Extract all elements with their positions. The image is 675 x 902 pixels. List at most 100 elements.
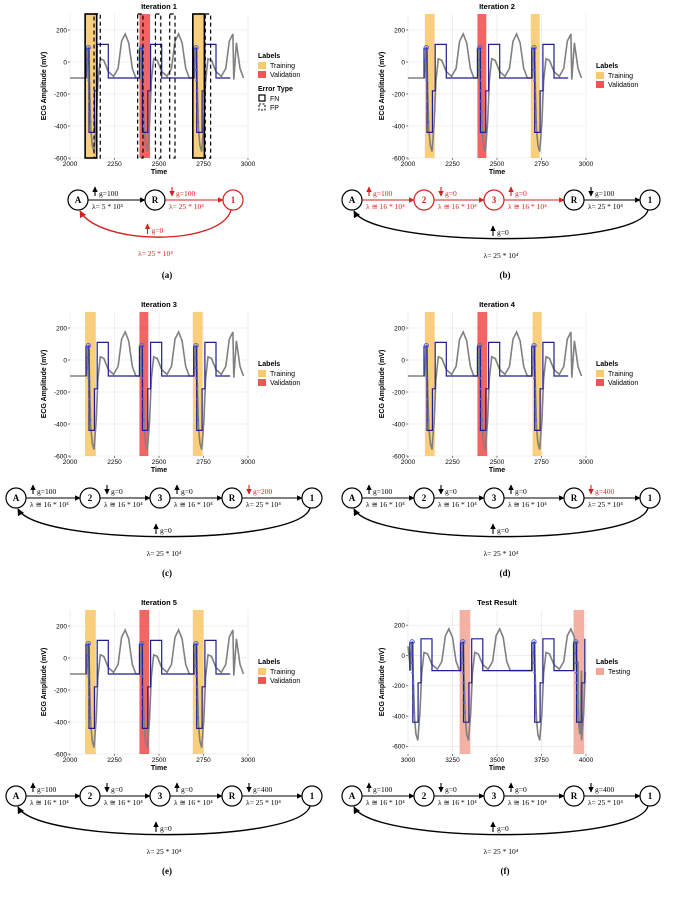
- panel-f: Test Result -600 -400 -200 0 200 3000 3250 3500 3…: [341, 598, 661, 876]
- y-tick-label: -600: [392, 155, 405, 162]
- edge-lambda-label: λ ≅ 16 * 10⁴: [104, 500, 143, 509]
- band-training: [192, 610, 204, 754]
- y-tick-label: 0: [63, 357, 67, 364]
- state-node-label: R: [571, 195, 578, 205]
- y-tick-label: -400: [392, 123, 405, 130]
- legend-item: Validation: [270, 380, 300, 387]
- data-point: [88, 398, 91, 401]
- band-training: [85, 610, 96, 754]
- legend-item: Training: [270, 371, 295, 378]
- data-point: [462, 691, 465, 694]
- data-point: [142, 716, 145, 720]
- x-tick-label: 2500: [152, 757, 167, 764]
- edge-g-label: g=200: [253, 487, 272, 496]
- band-training: [192, 14, 205, 158]
- y-tick-label: 200: [394, 622, 405, 629]
- predicted-labels: [423, 43, 569, 133]
- y-tick-label: -400: [392, 421, 405, 428]
- data-point: [88, 408, 91, 411]
- data-point: [140, 654, 143, 657]
- panel-title: Iteration 5: [141, 598, 177, 607]
- data-point: [411, 671, 414, 675]
- data-point: [195, 79, 198, 82]
- x-axis-label: Time: [151, 169, 167, 176]
- data-point: [194, 366, 198, 370]
- data-point: [479, 89, 482, 92]
- data-point: [461, 652, 464, 655]
- x-axis-label: Time: [489, 765, 505, 772]
- data-point: [87, 675, 90, 678]
- data-point: [575, 671, 578, 675]
- edge-g-label: g=400: [595, 785, 614, 794]
- fn-box: [192, 13, 206, 159]
- data-point: [463, 711, 466, 714]
- data-point: [196, 716, 199, 720]
- panel-title: Test Result: [477, 598, 517, 607]
- state-node: [341, 487, 363, 509]
- data-point: [140, 68, 143, 72]
- y-tick-label: -600: [54, 453, 67, 460]
- edge-g-label: g=100: [176, 189, 195, 198]
- x-tick-label: 2750: [196, 459, 211, 466]
- state-node: [639, 487, 661, 509]
- data-point: [141, 696, 144, 699]
- edge-lambda-label: λ ≅ 16 * 10⁴: [366, 202, 405, 211]
- y-tick-label: -200: [392, 91, 405, 98]
- data-point: [532, 366, 536, 370]
- data-point: [427, 120, 430, 124]
- data-point: [534, 408, 537, 411]
- data-point: [425, 89, 429, 92]
- data-point: [424, 356, 427, 359]
- peak-marker: [477, 342, 483, 349]
- data-point: [86, 58, 89, 61]
- panel-caption: (a): [162, 270, 173, 280]
- state-node: [222, 189, 244, 211]
- state-node-label: A: [349, 493, 356, 503]
- y-tick-label: 0: [63, 655, 67, 662]
- edge-g-label: g=0: [515, 487, 527, 496]
- data-point: [88, 706, 91, 709]
- state-node: [301, 487, 323, 509]
- data-point: [87, 89, 91, 92]
- edge-g-label: g=0: [111, 487, 123, 496]
- state-node-label: 3: [492, 195, 497, 205]
- data-point: [532, 58, 535, 61]
- data-point: [574, 661, 577, 665]
- state-node: [301, 785, 323, 807]
- data-point: [194, 58, 197, 61]
- data-point: [480, 120, 483, 124]
- data-point: [478, 356, 481, 359]
- edge-lambda-label: λ= 25 * 10⁴: [246, 798, 281, 807]
- legend-item: Training: [270, 63, 295, 70]
- edge-lambda-label: λ ≅ 16 * 10⁴: [438, 202, 477, 211]
- state-node: [5, 487, 27, 509]
- x-tick-label: 2250: [107, 757, 122, 764]
- data-point: [141, 685, 144, 688]
- peak-marker: [409, 639, 415, 645]
- legend-swatch-validation: [596, 379, 604, 386]
- data-point: [532, 68, 536, 72]
- data-point: [575, 691, 579, 694]
- legend-title: Labels: [258, 659, 280, 666]
- y-tick-label: 200: [394, 27, 405, 34]
- band-training: [85, 14, 97, 158]
- data-point: [140, 58, 143, 61]
- x-tick-label: 2500: [152, 161, 167, 168]
- edge-lambda-label: λ ≅ 16 * 10⁴: [366, 500, 405, 509]
- y-axis-label: ECG Amplitude (mV): [41, 350, 48, 419]
- data-point: [533, 100, 537, 103]
- peak-marker: [193, 342, 199, 349]
- edge-g-label: g=0: [445, 785, 457, 794]
- y-tick-label: 0: [63, 59, 67, 66]
- x-tick-label: 2250: [107, 459, 122, 466]
- data-point: [534, 418, 537, 422]
- data-point: [533, 79, 536, 82]
- state-node-label: R: [571, 493, 578, 503]
- edge-lambda-label: λ ≅ 16 * 10⁴: [438, 798, 477, 807]
- data-point: [478, 366, 481, 370]
- edge-g-label: g=0: [111, 785, 123, 794]
- back-g-label: g=0: [497, 824, 509, 833]
- data-point: [411, 681, 414, 684]
- data-point: [196, 706, 199, 709]
